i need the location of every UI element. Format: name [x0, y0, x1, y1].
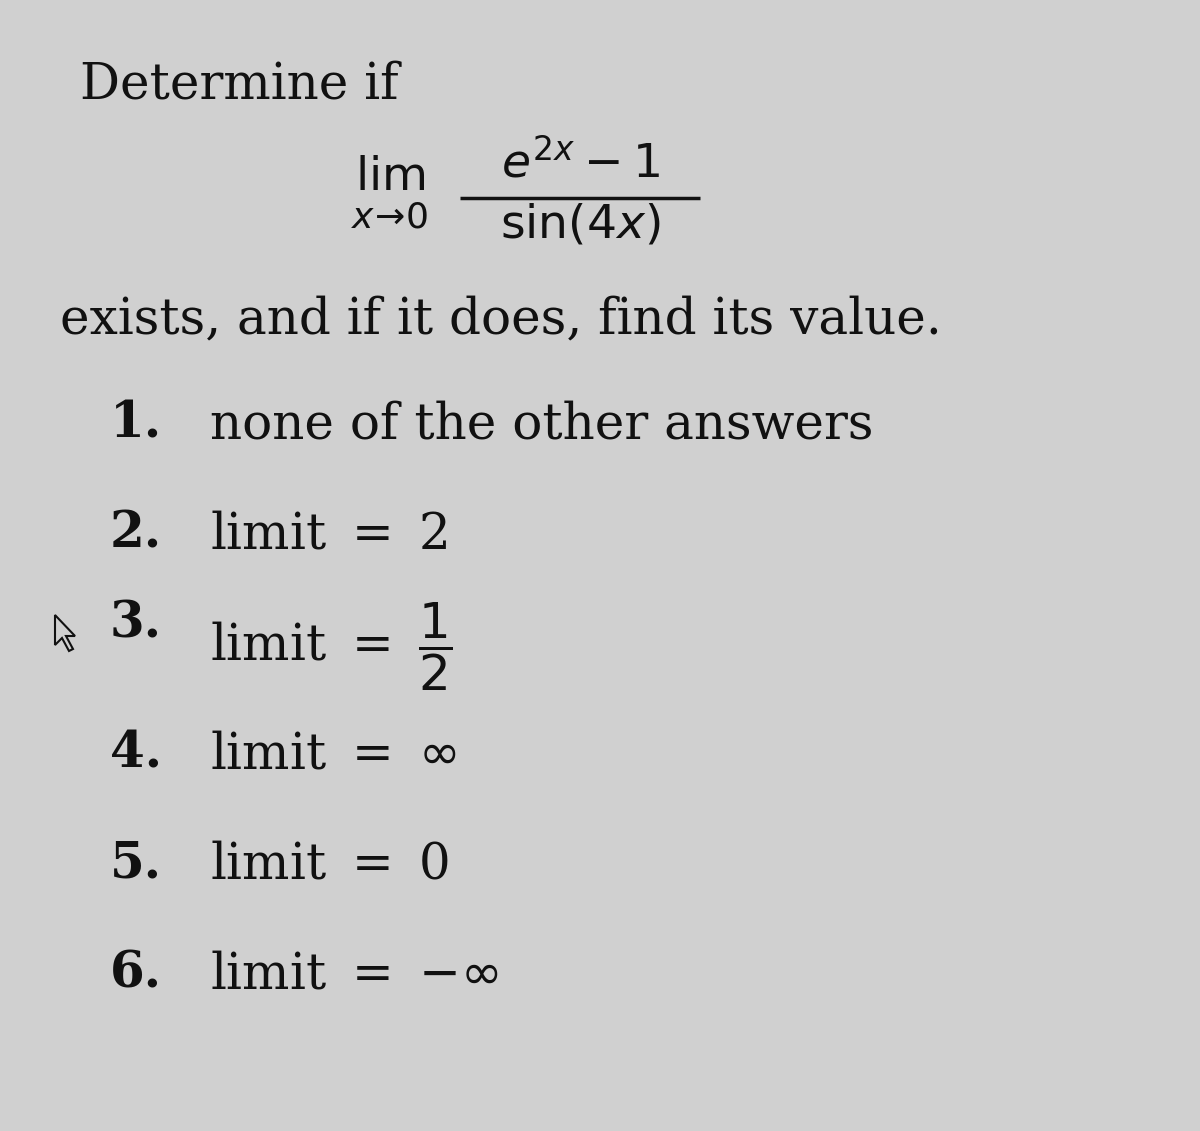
Text: 5.: 5.: [110, 840, 162, 889]
Text: $\lim$: $\lim$: [355, 155, 425, 200]
Text: $x \!\to\! 0$: $x \!\to\! 0$: [352, 200, 428, 234]
Text: limit $=$ 0: limit $=$ 0: [210, 840, 449, 889]
Text: limit $=$ $-\infty$: limit $=$ $-\infty$: [210, 950, 499, 1000]
Text: exists, and if it does, find its value.: exists, and if it does, find its value.: [60, 295, 942, 345]
Text: limit $=$ 2: limit $=$ 2: [210, 510, 448, 560]
Text: none of the other answers: none of the other answers: [210, 400, 874, 449]
Text: Determine if: Determine if: [80, 60, 398, 110]
Text: 2.: 2.: [110, 510, 162, 559]
Text: 4.: 4.: [110, 729, 162, 779]
Text: $e^{2x}-1$: $e^{2x}-1$: [500, 140, 660, 187]
Text: limit $=$ $\infty$: limit $=$ $\infty$: [210, 729, 457, 779]
Text: 3.: 3.: [110, 601, 162, 649]
Text: limit $=$ $\dfrac{1}{2}$: limit $=$ $\dfrac{1}{2}$: [210, 601, 452, 692]
Text: 1.: 1.: [110, 400, 162, 449]
Text: 6.: 6.: [110, 950, 162, 999]
Text: $\sin(4x)$: $\sin(4x)$: [499, 202, 660, 248]
